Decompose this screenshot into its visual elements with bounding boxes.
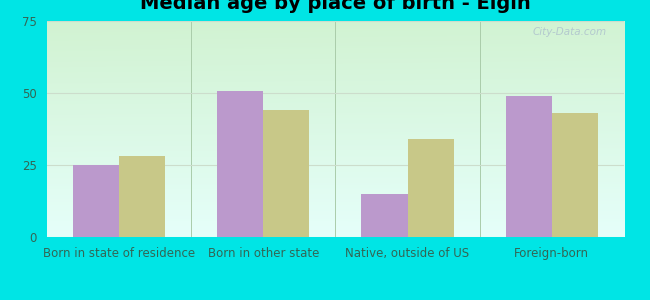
Bar bbox=[408, 139, 454, 237]
Text: City-Data.com: City-Data.com bbox=[532, 27, 606, 37]
Bar bbox=[263, 110, 309, 237]
Bar bbox=[217, 91, 263, 237]
Bar bbox=[73, 165, 119, 237]
Bar bbox=[506, 96, 552, 237]
Bar bbox=[552, 113, 598, 237]
Title: Median age by place of birth - Elgin: Median age by place of birth - Elgin bbox=[140, 0, 531, 14]
Bar bbox=[361, 194, 408, 237]
Legend: Elgin, Texas: Elgin, Texas bbox=[248, 296, 423, 300]
Bar bbox=[119, 156, 165, 237]
